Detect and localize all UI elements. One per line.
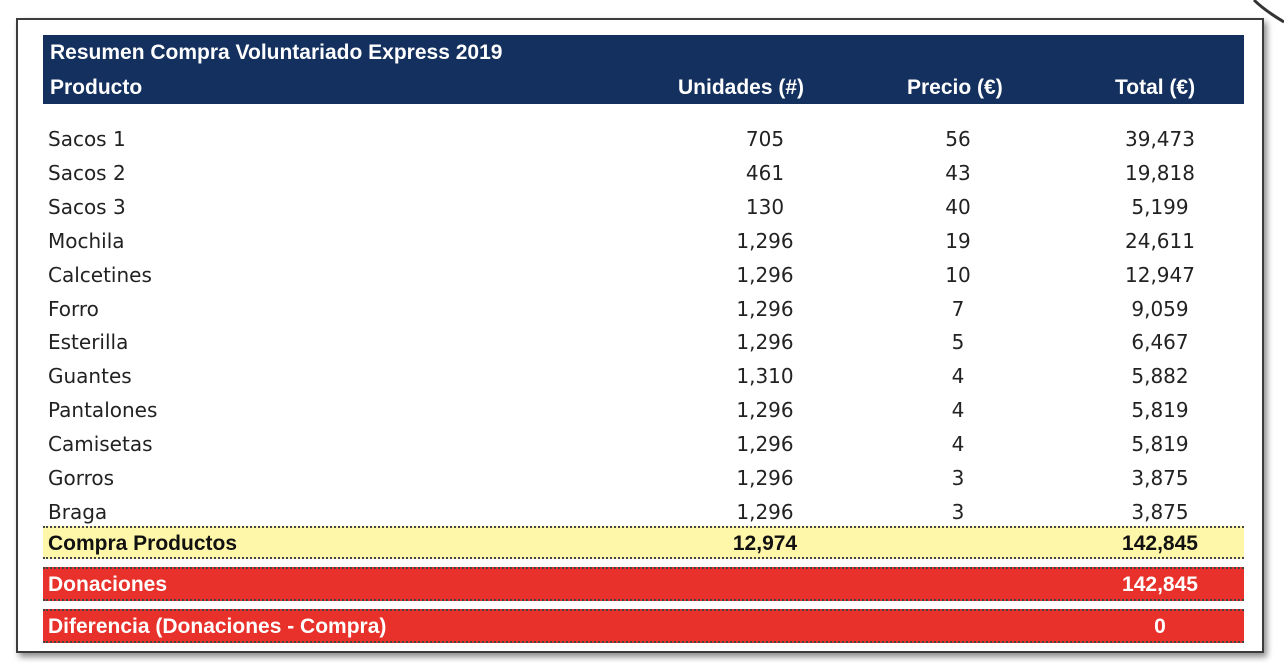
- product-units: 1,296: [736, 296, 794, 321]
- product-units: 1,296: [736, 262, 794, 287]
- difference-row: Diferencia (Donaciones - Compra) 0: [43, 609, 1244, 643]
- product-name: Mochila: [48, 228, 125, 253]
- header-units: Unidades (#): [678, 76, 805, 99]
- table-header: Resumen Compra Voluntariado Express 2019…: [43, 35, 1244, 104]
- donations-total: 142,845: [1122, 573, 1198, 596]
- summary-units: 12,974: [732, 532, 798, 555]
- product-total: 6,467: [1131, 330, 1189, 355]
- table-title: Resumen Compra Voluntariado Express 2019: [50, 41, 503, 64]
- header-product: Producto: [50, 76, 143, 99]
- product-name: Pantalones: [48, 398, 158, 423]
- product-total: 19,818: [1125, 160, 1195, 185]
- product-units: 1,296: [736, 432, 794, 457]
- summary-row: Compra Productos 12,974 142,845: [43, 526, 1244, 559]
- product-name: Esterilla: [48, 330, 129, 355]
- product-total: 3,875: [1131, 466, 1189, 490]
- product-total: 12,947: [1125, 262, 1195, 287]
- product-price: 5: [951, 330, 965, 355]
- product-price: 4: [951, 364, 965, 389]
- product-name: Guantes: [48, 364, 132, 389]
- product-price: 40: [945, 194, 971, 219]
- product-name: Sacos 1: [48, 127, 126, 151]
- product-units: 705: [745, 127, 785, 151]
- product-name: Sacos 2: [48, 160, 126, 185]
- product-units: 1,296: [736, 398, 794, 423]
- product-name: Forro: [48, 296, 99, 321]
- product-name: Camisetas: [48, 432, 153, 457]
- page-curl-icon: [1252, 0, 1284, 24]
- difference-total: 0: [1154, 615, 1166, 638]
- product-price: 3: [951, 466, 965, 490]
- product-total: 3,875: [1131, 499, 1189, 524]
- product-units: 1,296: [736, 466, 794, 490]
- product-price: 7: [951, 296, 965, 321]
- product-units: 1,310: [736, 364, 794, 389]
- summary-label: Compra Productos: [48, 532, 238, 555]
- header-price: Precio (€): [907, 76, 1003, 99]
- product-price: 19: [945, 228, 971, 253]
- product-price: 56: [945, 127, 971, 151]
- product-units: 1,296: [736, 499, 794, 524]
- donations-row: Donaciones 142,845: [43, 567, 1244, 601]
- donations-label: Donaciones: [48, 573, 168, 596]
- product-name: Sacos 3: [48, 194, 126, 219]
- header-total: Total (€): [1115, 76, 1196, 99]
- product-price: 43: [945, 160, 971, 185]
- product-units: 130: [745, 194, 785, 219]
- product-name: Calcetines: [48, 262, 152, 287]
- product-price: 3: [951, 499, 965, 524]
- product-units: 1,296: [736, 228, 794, 253]
- product-total: 9,059: [1131, 296, 1189, 321]
- product-price: 4: [951, 432, 965, 457]
- product-units: 1,296: [736, 330, 794, 355]
- product-total: 5,819: [1131, 398, 1189, 423]
- product-total: 5,819: [1131, 432, 1189, 457]
- product-total: 5,882: [1131, 364, 1189, 389]
- product-name: Braga: [48, 499, 108, 524]
- product-total: 39,473: [1125, 127, 1195, 151]
- difference-label: Diferencia (Donaciones - Compra): [48, 615, 387, 638]
- product-price: 4: [951, 398, 965, 423]
- product-units: 461: [745, 160, 785, 185]
- product-price: 10: [945, 262, 971, 287]
- product-name: Gorros: [48, 466, 115, 490]
- product-total: 5,199: [1131, 194, 1189, 219]
- product-total: 24,611: [1125, 228, 1195, 253]
- summary-total: 142,845: [1122, 532, 1198, 555]
